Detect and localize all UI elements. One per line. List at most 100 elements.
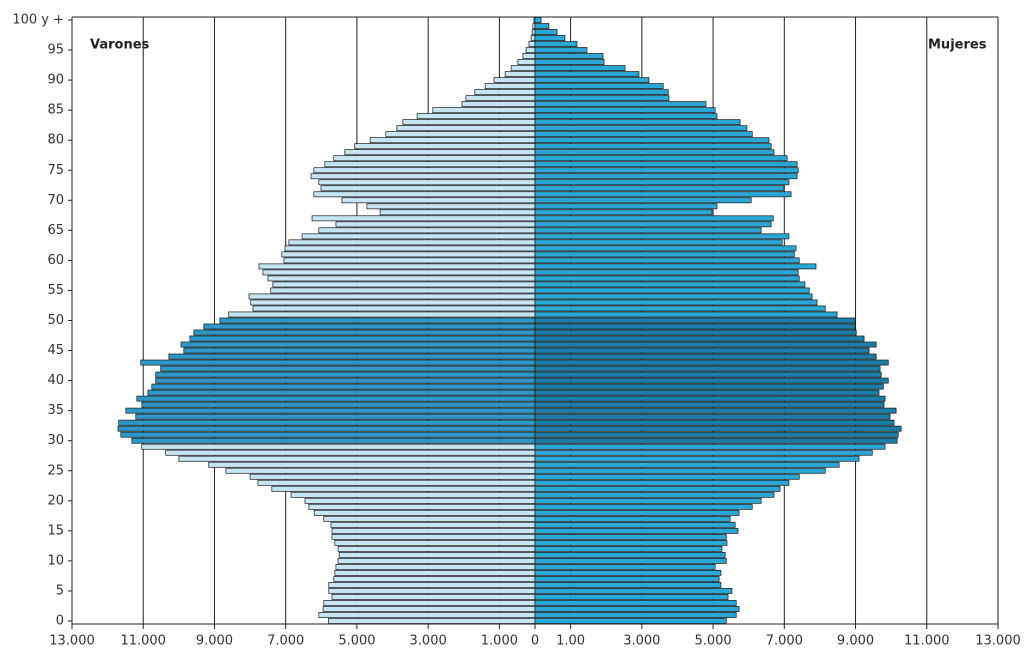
bar xyxy=(534,383,884,390)
bar xyxy=(534,197,752,204)
bar xyxy=(168,353,536,360)
bar xyxy=(310,173,536,180)
bar xyxy=(504,71,536,77)
bar xyxy=(534,485,781,492)
y-tick-label: 15 xyxy=(47,523,64,538)
bar xyxy=(313,191,536,198)
y-tick-label: 70 xyxy=(47,193,64,208)
bar xyxy=(461,101,536,108)
bar xyxy=(534,600,737,606)
bar xyxy=(331,594,536,600)
bar xyxy=(183,347,536,354)
bar xyxy=(534,257,800,264)
bar xyxy=(304,497,536,504)
bar xyxy=(534,443,886,450)
y-tick-label: 40 xyxy=(47,373,64,388)
bar xyxy=(534,125,748,132)
bar xyxy=(534,455,860,462)
bar xyxy=(313,509,536,516)
bar xyxy=(534,107,716,114)
bar xyxy=(333,155,536,162)
bar xyxy=(534,275,800,282)
bar xyxy=(534,251,795,258)
bar xyxy=(534,161,798,168)
bar xyxy=(534,594,729,600)
bar xyxy=(534,119,741,126)
y-tick-label: 90 xyxy=(47,73,64,88)
bar xyxy=(534,215,774,222)
bar xyxy=(322,606,536,612)
bar xyxy=(528,41,536,47)
bar xyxy=(333,576,536,582)
bar xyxy=(534,353,877,360)
y-tick-label: 5 xyxy=(56,583,64,598)
bar xyxy=(323,515,536,522)
bar xyxy=(262,269,536,276)
bar xyxy=(151,383,536,390)
bar xyxy=(140,359,536,366)
bar xyxy=(135,413,536,420)
bar xyxy=(334,570,536,576)
bar xyxy=(534,497,762,504)
bar xyxy=(249,473,536,480)
bar xyxy=(155,371,536,378)
bar xyxy=(379,209,536,216)
bar xyxy=(228,311,536,318)
bar xyxy=(385,131,536,138)
bar xyxy=(328,582,536,588)
x-tick-label: 11.000 xyxy=(904,634,950,649)
bar xyxy=(534,17,542,23)
x-tick-label: 9.000 xyxy=(837,634,874,649)
bar xyxy=(354,143,536,150)
bar xyxy=(290,491,536,498)
bar xyxy=(328,588,536,594)
bar xyxy=(203,323,536,330)
bar xyxy=(366,203,536,210)
y-tick-label: 100 y + xyxy=(12,13,64,28)
bar xyxy=(534,323,856,330)
bar xyxy=(225,467,536,474)
bar xyxy=(534,521,736,528)
bar xyxy=(534,371,882,378)
bar xyxy=(301,233,536,240)
bar xyxy=(534,47,588,53)
bar xyxy=(534,576,720,582)
bar xyxy=(534,413,891,420)
right-series-label: Mujeres xyxy=(928,38,987,53)
bar xyxy=(534,35,566,41)
bar xyxy=(484,83,536,90)
bar xyxy=(308,503,536,510)
y-tick-label: 50 xyxy=(47,313,64,328)
bar xyxy=(284,245,536,252)
bar xyxy=(534,533,727,540)
y-tick-label: 25 xyxy=(47,463,64,478)
bar xyxy=(324,161,536,168)
y-tick-label: 0 xyxy=(56,614,64,629)
bar xyxy=(534,173,798,180)
y-tick-label: 20 xyxy=(47,493,64,508)
x-tick-label: 13.000 xyxy=(49,634,95,649)
bar xyxy=(311,215,536,222)
x-tick-label: 7.000 xyxy=(766,634,803,649)
bar xyxy=(534,551,726,558)
bar xyxy=(534,221,772,228)
bar xyxy=(165,449,536,456)
bar xyxy=(474,89,536,96)
bar xyxy=(318,179,536,186)
bar xyxy=(534,59,605,65)
bar xyxy=(530,35,536,41)
x-tick-label: 11.000 xyxy=(120,634,166,649)
bar xyxy=(534,527,739,534)
bar xyxy=(318,612,536,618)
bar xyxy=(534,419,895,426)
bar xyxy=(120,431,536,438)
bar xyxy=(534,341,877,348)
bar xyxy=(534,53,604,59)
bar xyxy=(534,155,788,162)
left-series-label: Varones xyxy=(90,38,150,53)
bar xyxy=(534,281,806,288)
bar xyxy=(531,29,536,35)
bar xyxy=(534,293,813,300)
bar xyxy=(534,239,783,246)
bar xyxy=(258,263,536,270)
